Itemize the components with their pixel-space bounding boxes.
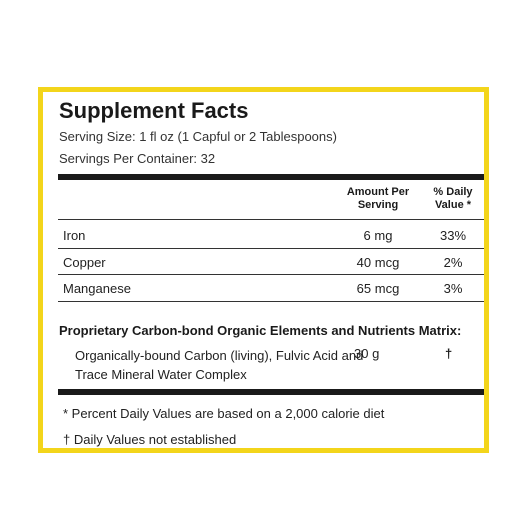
row-divider bbox=[58, 248, 484, 249]
dv-header-line1: % Daily bbox=[433, 186, 473, 198]
amount-header-line1: Amount Per bbox=[346, 186, 410, 198]
amount-header: Amount Per Serving bbox=[333, 186, 423, 212]
row-dv-copper: 2% bbox=[443, 255, 463, 270]
supplement-facts-panel: Supplement Facts Serving Size: 1 fl oz (… bbox=[38, 87, 489, 453]
row-amount-iron: 6 mg bbox=[363, 228, 393, 243]
matrix-divider bbox=[58, 301, 484, 302]
serving-size: Serving Size: 1 fl oz (1 Capful or 2 Tab… bbox=[59, 129, 337, 144]
top-divider bbox=[58, 174, 484, 180]
footnote-not-established: † Daily Values not established bbox=[63, 432, 237, 447]
row-label-iron: Iron bbox=[63, 228, 86, 243]
row-dv-iron: 33% bbox=[439, 228, 467, 243]
row-label-copper: Copper bbox=[63, 255, 106, 270]
row-dv-manganese: 3% bbox=[443, 281, 463, 296]
servings-per-container: Servings Per Container: 32 bbox=[59, 151, 216, 166]
row-amount-manganese: 65 mcg bbox=[356, 281, 400, 296]
dv-header-line2: Value * bbox=[434, 199, 472, 211]
row-amount-copper: 40 mcg bbox=[356, 255, 400, 270]
footnote-percent-dv: * Percent Daily Values are based on a 2,… bbox=[63, 406, 385, 421]
panel-title: Supplement Facts bbox=[59, 98, 249, 123]
matrix-daily-value: † bbox=[445, 346, 453, 361]
bottom-divider bbox=[58, 389, 484, 395]
dv-header: % Daily Value * bbox=[423, 186, 483, 212]
matrix-amount: 30 g bbox=[354, 346, 380, 361]
header-divider bbox=[58, 219, 484, 220]
row-divider bbox=[58, 274, 484, 275]
amount-header-line2: Serving bbox=[357, 199, 399, 211]
matrix-description: Organically-bound Carbon (living), Fulvi… bbox=[75, 348, 364, 382]
matrix-title: Proprietary Carbon-bond Organic Elements… bbox=[59, 323, 462, 338]
row-label-manganese: Manganese bbox=[63, 281, 131, 296]
